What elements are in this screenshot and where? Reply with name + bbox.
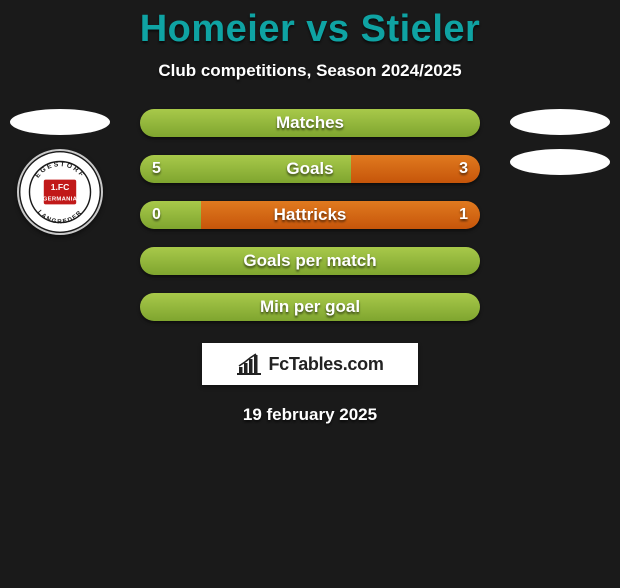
bar-chart-icon <box>236 353 262 375</box>
right-player-column <box>510 109 610 175</box>
stat-bar: Min per goal <box>140 293 480 321</box>
stat-bar: 01Hattricks <box>140 201 480 229</box>
stat-bars: Matches53Goals01HattricksGoals per match… <box>140 109 480 321</box>
subtitle: Club competitions, Season 2024/2025 <box>0 61 620 81</box>
stat-bar: Goals per match <box>140 247 480 275</box>
date-label: 19 february 2025 <box>0 405 620 425</box>
left-player-photo-placeholder <box>10 109 110 135</box>
source-logo: FcTables.com <box>202 343 418 385</box>
source-logo-text: FcTables.com <box>268 354 383 375</box>
stat-bar: 53Goals <box>140 155 480 183</box>
right-fill <box>201 201 480 229</box>
left-player-column: EGESTORF LANGREDER 1.FC GERMANIA <box>10 109 110 235</box>
page-title: Homeier vs Stieler <box>0 8 620 51</box>
comparison-panel: EGESTORF LANGREDER 1.FC GERMANIA Matches… <box>0 109 620 321</box>
stat-left-value: 5 <box>152 155 161 183</box>
left-fill <box>140 109 480 137</box>
stat-right-value: 1 <box>459 201 468 229</box>
left-fill <box>140 293 480 321</box>
svg-text:1.FC: 1.FC <box>51 182 70 192</box>
left-fill <box>140 201 201 229</box>
stat-right-value: 3 <box>459 155 468 183</box>
left-fill <box>140 247 480 275</box>
stat-bar: Matches <box>140 109 480 137</box>
stat-left-value: 0 <box>152 201 161 229</box>
left-club-badge: EGESTORF LANGREDER 1.FC GERMANIA <box>17 149 103 235</box>
right-club-badge-placeholder <box>510 149 610 175</box>
right-player-photo-placeholder <box>510 109 610 135</box>
left-fill <box>140 155 351 183</box>
svg-text:GERMANIA: GERMANIA <box>43 197 78 203</box>
